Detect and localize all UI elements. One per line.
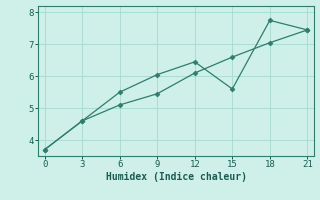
- X-axis label: Humidex (Indice chaleur): Humidex (Indice chaleur): [106, 172, 246, 182]
